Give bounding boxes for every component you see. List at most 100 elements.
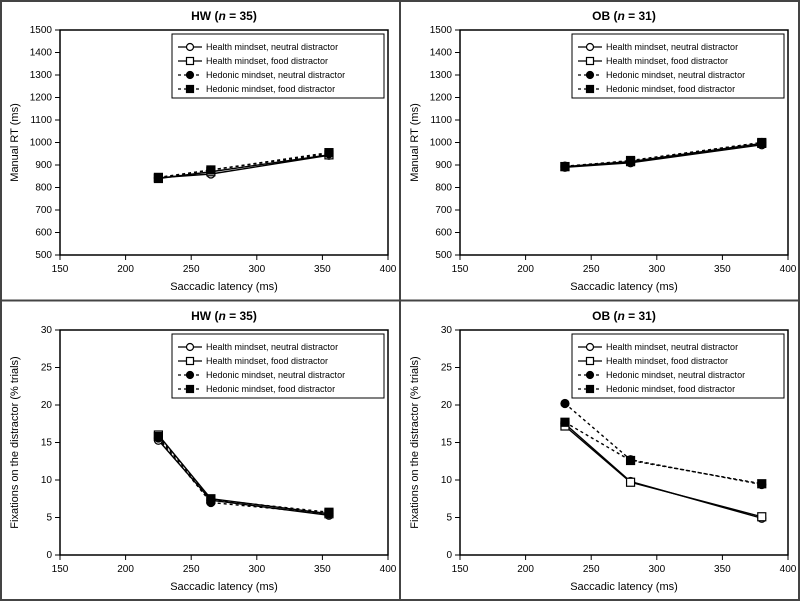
figure-root: 1502002503003504005006007008009001000110…: [0, 0, 800, 601]
ytick-label: 600: [435, 228, 452, 239]
ytick-label: 10: [441, 475, 453, 486]
xtick-label: 150: [52, 564, 69, 575]
legend-label: Hedonic mindset, food distractor: [206, 84, 335, 94]
ytick-label: 1300: [430, 70, 453, 81]
panel-ob_rt: 1502002503003504005006007008009001000110…: [400, 0, 800, 300]
legend-label: Hedonic mindset, food distractor: [606, 384, 735, 394]
xtick-label: 300: [248, 264, 265, 275]
legend-label: Health mindset, food distractor: [206, 356, 328, 366]
legend-label: Health mindset, neutral distractor: [606, 42, 738, 52]
series-marker: [758, 513, 766, 521]
legend-label: Hedonic mindset, food distractor: [206, 384, 335, 394]
xtick-label: 250: [183, 564, 200, 575]
series-marker: [561, 400, 569, 408]
legend-label: Health mindset, food distractor: [206, 56, 328, 66]
legend: Health mindset, neutral distractorHealth…: [172, 334, 384, 398]
ytick-label: 600: [35, 228, 52, 239]
legend: Health mindset, neutral distractor Health…: [572, 334, 784, 398]
ytick-label: 900: [35, 160, 52, 171]
series-marker: [154, 173, 162, 181]
ytick-label: 1200: [430, 93, 453, 104]
legend-label: Hedonic mindset, neutral distractor: [206, 70, 345, 80]
ytick-label: 30: [41, 325, 53, 336]
series-line: [565, 404, 762, 485]
xlabel: Saccadic latency (ms): [170, 581, 278, 593]
legend-label: Health mindset, food distractor: [606, 356, 728, 366]
legend-label: Hedonic mindset, neutral distractor: [606, 70, 745, 80]
xtick-label: 400: [380, 564, 397, 575]
ytick-label: 0: [446, 550, 452, 561]
xtick-label: 350: [714, 564, 731, 575]
ytick-label: 1300: [30, 70, 53, 81]
ytick-label: 1100: [430, 115, 452, 126]
xtick-label: 200: [517, 564, 534, 575]
ytick-label: 1000: [430, 138, 453, 149]
xtick-label: 300: [648, 564, 665, 575]
series-marker: [561, 418, 569, 426]
series-line: [158, 440, 329, 515]
series-line: [158, 153, 329, 178]
series-line: [565, 424, 762, 519]
panel-title: OB (n = 31): [592, 9, 656, 23]
xlabel: Saccadic latency (ms): [570, 581, 678, 593]
xtick-label: 400: [780, 264, 797, 275]
ytick-label: 5: [46, 513, 52, 524]
panel-title: HW (n = 35): [191, 9, 257, 23]
series-line: [158, 435, 329, 514]
xtick-label: 200: [117, 264, 134, 275]
ytick-label: 800: [35, 183, 52, 194]
ytick-label: 1500: [30, 25, 53, 36]
series-marker: [154, 433, 162, 441]
series-marker: [627, 457, 635, 465]
legend-label: Hedonic mindset, neutral distractor: [606, 370, 745, 380]
xtick-label: 250: [183, 264, 200, 275]
xtick-label: 250: [583, 264, 600, 275]
panel-ob_fix: 150200250300350400051015202530Saccadic l…: [400, 300, 800, 600]
ylabel: Fixations on the distractor (% trials): [409, 356, 421, 528]
legend: Health mindset, neutral distractor Health…: [572, 34, 784, 98]
panel-hw_rt: 1502002503003504005006007008009001000110…: [0, 0, 400, 300]
series-marker: [207, 166, 215, 174]
xtick-label: 350: [314, 264, 331, 275]
xtick-label: 150: [452, 564, 469, 575]
series-marker: [758, 139, 766, 147]
panel-title: HW (n = 35): [191, 309, 257, 323]
xtick-label: 200: [517, 264, 534, 275]
series-marker: [627, 157, 635, 165]
legend-label: Health mindset, neutral distractor: [606, 342, 738, 352]
xtick-label: 300: [648, 264, 665, 275]
ytick-label: 900: [435, 160, 452, 171]
series-line: [565, 422, 762, 484]
series-marker: [207, 496, 215, 504]
legend-label: Health mindset, food distractor: [606, 56, 728, 66]
series-marker: [758, 480, 766, 488]
ytick-label: 500: [35, 250, 52, 261]
ytick-label: 5: [446, 513, 452, 524]
xtick-label: 350: [714, 264, 731, 275]
legend-label: Hedonic mindset, food distractor: [606, 84, 735, 94]
legend-label: Hedonic mindset, neutral distractor: [206, 370, 345, 380]
xtick-label: 400: [780, 564, 797, 575]
ylabel: Manual RT (ms): [409, 103, 421, 181]
series-line: [158, 155, 329, 179]
ytick-label: 1000: [30, 138, 53, 149]
series-line: [565, 426, 762, 517]
ytick-label: 1100: [30, 115, 52, 126]
ytick-label: 20: [41, 400, 53, 411]
xlabel: Saccadic latency (ms): [570, 281, 678, 293]
series-line: [565, 143, 762, 167]
ytick-label: 25: [441, 363, 453, 374]
ytick-label: 1500: [430, 25, 453, 36]
ylabel: Manual RT (ms): [9, 103, 21, 181]
xtick-label: 250: [583, 564, 600, 575]
xlabel: Saccadic latency (ms): [170, 281, 278, 293]
series-marker: [325, 149, 333, 157]
series-line: [158, 437, 329, 513]
ytick-label: 15: [441, 438, 453, 449]
xtick-label: 350: [314, 564, 331, 575]
ytick-label: 0: [46, 550, 52, 561]
legend-label: Health mindset, neutral distractor: [206, 42, 338, 52]
legend: Health mindset, neutral distractor Health…: [172, 34, 384, 98]
ytick-label: 15: [41, 438, 53, 449]
ytick-label: 10: [41, 475, 53, 486]
